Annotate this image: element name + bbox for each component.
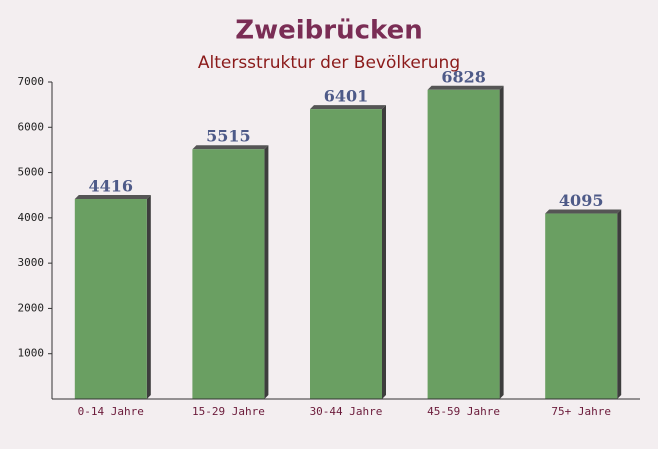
bar-shadow (146, 195, 151, 399)
y-tick-label: 3000 (18, 256, 45, 269)
bar-shadow (192, 145, 269, 150)
bar (192, 149, 265, 399)
bar-shadow (382, 105, 386, 399)
chart-title: Zweibrücken (235, 16, 423, 46)
y-tick-label: 1000 (18, 347, 45, 360)
value-label: 6828 (441, 67, 486, 86)
x-tick-label: 15-29 Jahre (192, 405, 265, 418)
value-label: 4416 (89, 177, 134, 196)
bar (427, 89, 500, 399)
x-tick-label: 75+ Jahre (551, 405, 611, 418)
y-tick-label: 6000 (18, 120, 45, 133)
bar-shadow (310, 105, 386, 110)
value-label: 5515 (206, 127, 251, 146)
bar-shadow (427, 85, 504, 90)
y-tick-label: 2000 (18, 301, 45, 314)
bar-shadow (617, 209, 622, 399)
x-tick-label: 0-14 Jahre (78, 405, 144, 418)
bar-shadow (545, 209, 622, 214)
x-tick-label: 30-44 Jahre (310, 405, 383, 418)
bar-shadow (499, 85, 504, 399)
bar-shadow (74, 195, 151, 200)
bar (545, 213, 618, 399)
value-label: 4095 (559, 191, 604, 210)
bar (74, 199, 147, 399)
y-tick-label: 7000 (18, 75, 45, 88)
x-tick-label: 45-59 Jahre (427, 405, 500, 418)
bar (310, 109, 382, 399)
value-label: 6401 (324, 87, 369, 106)
chart-subtitle: Altersstruktur der Bevölkerung (198, 53, 460, 73)
y-tick-label: 4000 (18, 211, 45, 224)
bar-shadow (264, 145, 269, 399)
y-tick-label: 5000 (18, 166, 45, 179)
